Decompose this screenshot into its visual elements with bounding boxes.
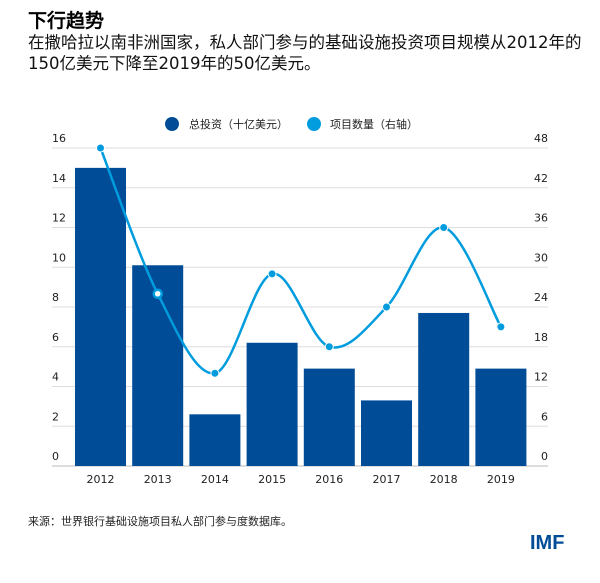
bar	[246, 342, 298, 466]
legend-label-bar: 总投资（十亿美元）	[189, 117, 288, 131]
right-tick-label: 12	[534, 371, 548, 384]
line-point	[267, 269, 277, 279]
bar	[75, 167, 126, 466]
source-note: 来源：世界银行基础设施项目私人部门参与度数据库。	[28, 515, 292, 528]
legend-marker-bar	[165, 117, 179, 131]
x-tick-label: 2016	[315, 473, 343, 486]
left-tick-label: 16	[52, 132, 66, 145]
left-tick-label: 2	[52, 410, 59, 423]
bar	[361, 400, 412, 466]
left-tick-label: 12	[52, 212, 66, 225]
line-point	[324, 342, 334, 352]
bar	[303, 368, 355, 466]
bar	[475, 368, 527, 466]
imf-logo: IMF	[530, 532, 565, 554]
chart-title: 下行趋势	[28, 10, 105, 32]
right-tick-label: 24	[534, 291, 548, 304]
left-tick-label: 10	[52, 251, 66, 264]
line-point	[439, 223, 449, 232]
bar	[418, 312, 470, 466]
left-tick-label: 6	[52, 331, 59, 344]
x-tick-label: 2013	[144, 473, 172, 486]
left-tick-label: 0	[52, 450, 59, 463]
line-point	[210, 368, 220, 378]
left-tick-label: 8	[52, 291, 59, 304]
x-tick-label: 2017	[373, 473, 401, 486]
bar	[189, 414, 241, 466]
left-tick-label: 4	[52, 371, 59, 384]
line-point	[152, 288, 163, 299]
right-tick-label: 42	[534, 172, 548, 185]
right-tick-label: 30	[534, 251, 548, 264]
x-tick-label: 2018	[430, 473, 458, 486]
right-tick-label: 36	[534, 212, 548, 225]
right-tick-label: 18	[534, 331, 548, 344]
right-tick-label: 0	[541, 450, 548, 463]
right-tick-label: 6	[541, 410, 548, 423]
line-point	[96, 143, 105, 153]
x-tick-label: 2014	[201, 473, 229, 486]
x-tick-label: 2012	[87, 473, 115, 486]
line-point	[496, 322, 506, 332]
chart-subtitle: 在撒哈拉以南非洲国家，私人部门参与的基础设施投资项目规模从2012年的150亿美…	[28, 33, 582, 73]
left-tick-label: 14	[52, 172, 66, 185]
line-point	[382, 302, 391, 312]
right-tick-label: 48	[534, 132, 548, 145]
x-tick-label: 2019	[487, 473, 515, 486]
x-tick-label: 2015	[258, 473, 286, 486]
legend-marker-line	[307, 117, 321, 131]
legend-label-line: 项目数量（右轴）	[330, 117, 418, 131]
